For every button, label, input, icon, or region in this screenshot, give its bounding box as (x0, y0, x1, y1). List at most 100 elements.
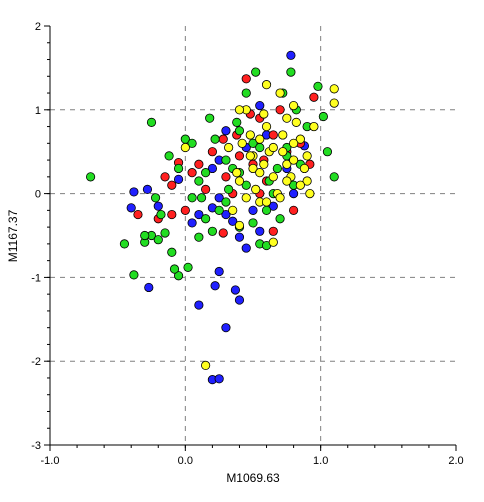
series-3 (180, 80, 339, 370)
data-point (210, 134, 220, 144)
series-0 (126, 50, 310, 385)
data-point (286, 50, 296, 60)
data-point (146, 117, 157, 127)
data-point (232, 168, 242, 178)
x-axis-title: M1069.63 (226, 471, 280, 485)
data-point (187, 218, 197, 228)
data-point (142, 184, 153, 195)
data-point (288, 138, 299, 148)
data-point (288, 189, 299, 199)
y-tick-label: -2 (31, 356, 41, 368)
data-point (187, 138, 197, 148)
data-point (288, 205, 299, 215)
data-points (86, 50, 339, 385)
data-point (234, 232, 245, 242)
data-point (164, 151, 174, 161)
data-point (288, 155, 299, 165)
data-point (228, 216, 238, 226)
data-point (251, 67, 261, 77)
data-point (255, 168, 265, 178)
data-point (194, 300, 204, 310)
data-point (329, 172, 339, 182)
data-point (237, 138, 247, 148)
data-point (234, 176, 245, 186)
data-point (275, 193, 285, 203)
y-tick-label: 1 (35, 105, 41, 117)
data-point (288, 101, 299, 111)
axes: -1.0 0.0 1.0 2.0 -3 -2 -1 0 1 2 (31, 21, 463, 467)
data-point (126, 203, 136, 213)
data-point (278, 147, 288, 157)
data-point (160, 172, 170, 182)
data-point (86, 172, 96, 182)
data-point (221, 323, 231, 333)
data-point (268, 237, 278, 247)
data-point (286, 67, 296, 77)
x-tick-label: 2.0 (448, 455, 463, 467)
data-point (144, 282, 154, 293)
data-point (295, 180, 305, 190)
data-point (329, 98, 339, 108)
data-point (224, 142, 234, 153)
data-point (259, 159, 269, 169)
data-point (241, 74, 251, 84)
data-point (251, 184, 261, 195)
data-point (224, 184, 234, 195)
data-point (194, 176, 204, 186)
y-tick-label: 2 (35, 21, 41, 33)
data-point (318, 111, 328, 122)
data-point (180, 205, 190, 215)
data-point (241, 88, 251, 98)
data-point (201, 168, 211, 178)
data-point (291, 117, 301, 127)
data-point (261, 197, 272, 207)
data-point (248, 218, 258, 228)
data-point (241, 180, 251, 190)
data-point (248, 205, 258, 215)
data-point (282, 159, 292, 169)
data-point (241, 243, 251, 253)
data-point (268, 130, 278, 140)
data-point (187, 193, 197, 203)
data-point (160, 228, 170, 238)
data-point (221, 155, 231, 165)
data-point (302, 151, 312, 161)
data-point (302, 176, 312, 186)
data-point (194, 232, 204, 242)
data-point (207, 163, 217, 174)
data-point (207, 226, 217, 236)
y-tick-label: 0 (35, 189, 41, 201)
data-point (268, 142, 278, 153)
data-point (133, 209, 143, 220)
data-point (268, 226, 278, 236)
data-point (255, 226, 265, 236)
data-point (221, 209, 231, 220)
data-point (153, 201, 163, 211)
data-point (205, 113, 215, 123)
data-point (129, 187, 139, 197)
data-point (173, 174, 184, 184)
data-point (268, 201, 278, 211)
data-point (261, 80, 272, 90)
data-point (173, 163, 184, 174)
grid-lines (50, 26, 456, 445)
data-point (167, 180, 177, 190)
data-point (261, 121, 272, 132)
data-point (234, 105, 245, 115)
data-point (309, 121, 319, 132)
data-point (180, 142, 190, 153)
data-point (214, 205, 224, 215)
data-point (234, 151, 245, 161)
data-point (221, 126, 231, 136)
x-tick-label: 1.0 (313, 455, 328, 467)
data-point (187, 168, 197, 178)
data-point (218, 134, 228, 144)
data-point (221, 172, 231, 182)
data-point (153, 235, 163, 245)
data-point (169, 264, 180, 274)
data-point (329, 84, 339, 94)
data-point (245, 151, 255, 161)
y-axis-title: M1167.37 (6, 209, 20, 262)
data-point (167, 209, 177, 220)
